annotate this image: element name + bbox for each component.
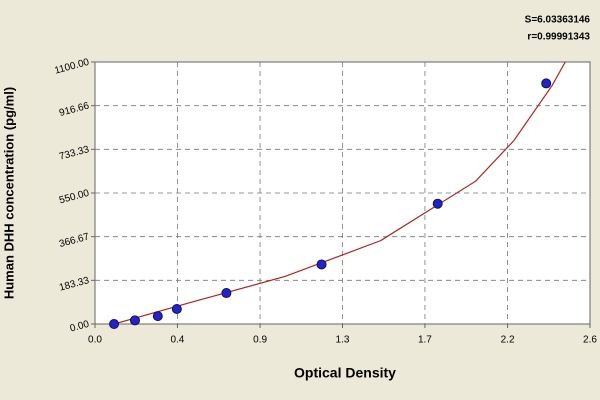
data-point [152,311,163,322]
data-point [221,288,232,299]
data-point [316,259,327,270]
annotation: S=6.03363146 [525,15,591,26]
y-tick-label: 550.00 [58,188,91,207]
x-tick-label: 1.7 [418,335,432,346]
y-tick-label: 0.00 [69,319,91,335]
data-point [109,319,120,329]
y-axis-label: Human DHH concentration (pg/ml) [1,87,16,299]
y-tick-label: 733.33 [58,144,91,163]
x-tick-label: 1.3 [336,335,350,346]
x-tick-label: 0.4 [170,335,184,346]
annotation: r=0.99991343 [527,32,590,43]
y-tick-label: 366.67 [58,231,91,250]
data-point [541,78,552,89]
y-tick-label: 1100.00 [53,57,90,77]
y-tick-label: 916.66 [58,100,91,119]
x-axis-label: Optical Density [294,365,396,381]
x-tick-label: 2.6 [583,335,597,346]
x-tick-label: 2.2 [501,335,515,346]
y-tick-label: 183.33 [58,275,91,294]
data-point [432,198,443,209]
data-point [129,315,140,326]
fit-curve [113,61,566,324]
x-tick-label: 0.9 [253,335,267,346]
data-point [171,303,182,314]
x-tick-label: 0.0 [88,335,102,346]
